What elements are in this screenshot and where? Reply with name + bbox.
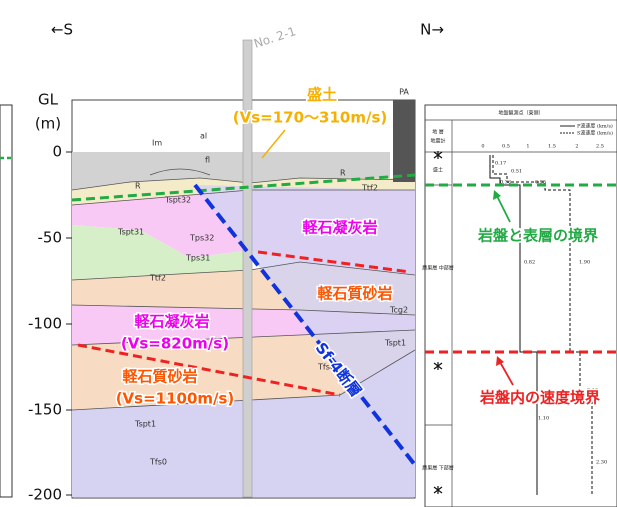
velocity-value: 0.36	[500, 180, 511, 186]
tuff-label: 軽石凝灰岩	[302, 219, 377, 237]
unit-code: Tcg2	[389, 306, 408, 315]
terrace-layer	[72, 178, 415, 205]
velocity-boundary-upper	[257, 250, 411, 274]
depth-tick: -50	[38, 229, 63, 247]
tspt31-layer	[72, 225, 250, 280]
log-grid	[425, 119, 617, 507]
unit-code: Ttf2	[149, 274, 166, 283]
unit-code: R	[340, 169, 346, 178]
depth-axis	[66, 151, 72, 496]
unit-code: fl	[205, 156, 210, 165]
unit-code: Tspt31	[117, 228, 144, 237]
log-header: 地震計	[430, 138, 445, 145]
depth-tick: -150	[28, 401, 62, 419]
tuff-label: 軽石凝灰岩	[134, 313, 209, 331]
velocity-value: 2.30	[596, 460, 607, 466]
unit-code: Im	[152, 139, 162, 148]
south-label: ←S	[51, 21, 73, 39]
depth-tick: -200	[28, 486, 62, 504]
log-scale: 0 0.5 1 1.5 2 2.5	[481, 144, 604, 150]
fill-name: 盛土	[307, 86, 337, 104]
unit-code: R	[135, 182, 141, 191]
surface-boundary-label: 岩盤と表層の境界	[477, 227, 598, 245]
unit-code: Tspt32	[164, 196, 191, 205]
borehole	[242, 39, 253, 498]
unit-code: Tspt1	[134, 420, 156, 429]
scale-tick: 1.5	[548, 144, 556, 150]
north-label: N→	[420, 21, 444, 39]
adjacent-panel-edge	[0, 104, 13, 498]
seismometer-icons	[433, 151, 443, 494]
borehole-label: No. 2-1	[252, 24, 298, 51]
fill-leader	[261, 129, 286, 159]
boundary-arrowhead	[496, 356, 504, 366]
legend-entry: S波速度 (km/s)	[577, 130, 613, 137]
pa-structure	[393, 100, 415, 182]
velocity-value: 0.95	[535, 180, 546, 186]
strata-label: 盛土	[433, 167, 443, 174]
surface-boundary-line	[71, 173, 416, 202]
sandstone-vs: (Vs=1100m/s)	[116, 390, 235, 408]
fault-line	[193, 183, 417, 467]
velocity-value: 0.17	[495, 161, 506, 167]
scale-tick: 0	[481, 144, 484, 150]
velocity-values: 0.17 0.51 0.36 0.95 0.82 1.90 2.10 1.10 …	[495, 161, 607, 466]
velocity-value: 1.10	[538, 416, 549, 422]
fill-vs: (Vs=170〜310m/s)	[233, 109, 387, 127]
velocity-value: 0.82	[524, 260, 535, 266]
unit-code: Tps31	[185, 254, 210, 263]
tuff-vs: (Vs=820m/s)	[121, 335, 229, 353]
log-panel	[424, 104, 617, 507]
strata-label: 鷹巣層 中部層	[422, 265, 454, 272]
scale-tick: 0.5	[502, 144, 510, 150]
vp-profile	[492, 155, 593, 495]
axis-title: GL	[38, 91, 59, 109]
boundary-arrowhead	[493, 190, 501, 200]
scale-tick: 2.5	[596, 144, 604, 150]
unit-code: Tps32	[189, 234, 214, 243]
unit-code: Tspt1	[384, 339, 406, 348]
unit-code: al	[200, 132, 207, 141]
depth-tick: -100	[28, 315, 62, 333]
velocity-value: 2.10	[587, 388, 598, 394]
scale-tick: 1	[526, 144, 529, 150]
unit-code: Tfs0	[317, 363, 335, 372]
velocity-value: 0.51	[511, 169, 522, 175]
log-header: 地 層	[432, 129, 444, 136]
velocity-boundary-label: 岩盤内の速度境界	[479, 389, 600, 407]
legend-entry: P波速度 (km/s)	[577, 123, 613, 130]
sandstone-label: 軽石質砂岩	[122, 368, 197, 386]
scale-tick: 2	[575, 144, 578, 150]
unit-codes: Im al fl R R Tspt32 Tps32 Tspt31 Tps31 T…	[117, 132, 408, 467]
depth-tick: 0	[52, 143, 62, 161]
unit-code: Ttf2	[361, 184, 378, 193]
unit-code: Tfs0	[149, 458, 167, 467]
boundary-arrow	[499, 361, 514, 386]
strata-label: 鷹巣層 下部層	[422, 465, 454, 472]
axis-unit: (m)	[35, 115, 61, 133]
velocity-value: 1.90	[579, 260, 590, 266]
log-title: 地盤観測点（東側）	[498, 110, 543, 117]
velocity-boundary-lower	[77, 343, 341, 397]
structure-label: PA	[399, 88, 409, 97]
boundary-arrow	[496, 195, 511, 223]
sandstone-label: 軽石質砂岩	[317, 285, 392, 303]
